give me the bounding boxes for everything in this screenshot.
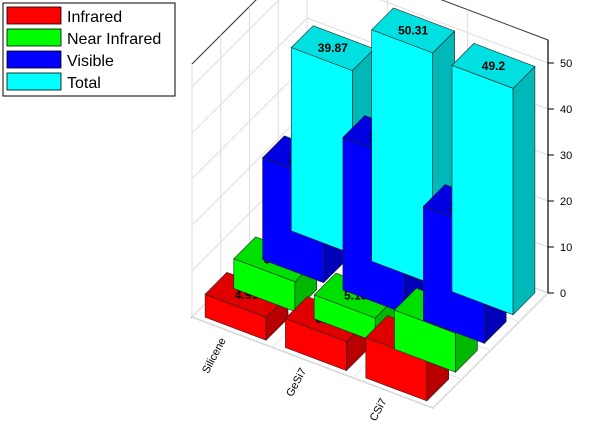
- legend-label-near-infrared: Near Infrared: [67, 31, 161, 48]
- legend: Infrared Near Infrared Visible Total: [2, 2, 176, 97]
- data-label-total-csi7: 49.2: [482, 59, 506, 73]
- bar-top-face: [290, 25, 375, 71]
- legend-label-infrared: Infrared: [67, 9, 122, 26]
- bars-group: 4.996.466.3122.165.188.7839.8733.188.485…: [204, 7, 536, 402]
- value-axis-tick-label: 0: [560, 288, 566, 300]
- data-label-total-gesi7: 50.31: [398, 23, 428, 37]
- bar-total-csi7: 49.2: [451, 43, 536, 316]
- value-axis-tick-label: 20: [560, 196, 572, 208]
- bar-side-face: [512, 65, 536, 316]
- bar-front-face: [451, 64, 514, 316]
- bar-top-face: [451, 43, 536, 89]
- bar-top-face: [371, 7, 456, 54]
- legend-swatch-total: [6, 72, 62, 91]
- legend-swatch-visible: [6, 50, 62, 69]
- category-label-csi7: CSi7: [368, 397, 390, 424]
- legend-swatch-near-infrared: [6, 28, 62, 47]
- value-axis: 0 10 20 30 40 50: [547, 40, 572, 300]
- legend-swatch-infrared: [6, 6, 62, 25]
- gridline-floor: [191, 316, 434, 409]
- category-label-silicene: Silicene: [200, 336, 229, 376]
- value-axis-tick-label: 30: [560, 150, 572, 162]
- data-label-total-silicene: 39.87: [318, 41, 348, 55]
- value-axis-tick-label: 10: [560, 242, 572, 254]
- category-label-gesi7: GeSi7: [284, 366, 309, 399]
- legend-label-visible: Visible: [67, 53, 114, 70]
- value-axis-tick-label: 40: [560, 104, 572, 116]
- gridline-floor: [432, 292, 549, 409]
- legend-label-total: Total: [67, 75, 101, 92]
- value-axis-tick-label: 50: [560, 58, 572, 70]
